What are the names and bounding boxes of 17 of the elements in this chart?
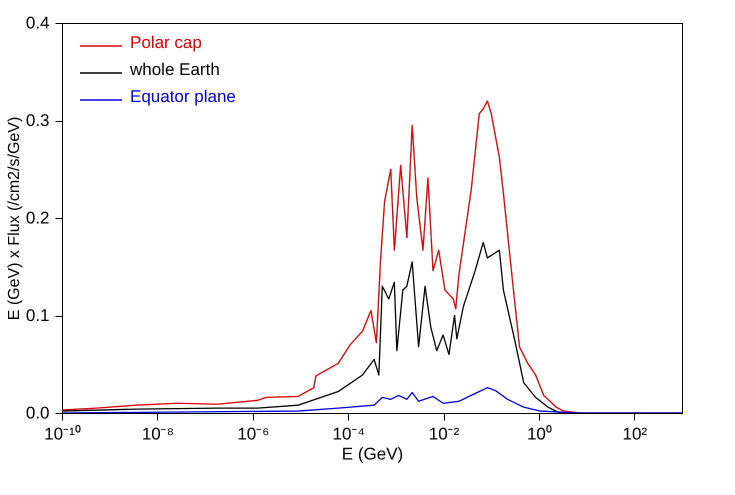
y-axis-title: E (GeV) x Flux (/cm2/s/GeV) (6, 116, 23, 320)
y-tick-label: 0.3 (26, 111, 50, 130)
x-tick-label: 10⁻⁸ (142, 424, 174, 444)
y-tick-label: 0.1 (26, 306, 50, 325)
x-tick-label: 10⁻¹⁰ (44, 424, 81, 444)
x-tick-label: 10² (622, 424, 648, 444)
x-tick-label: 10⁻⁶ (237, 424, 270, 444)
y-tick-label: 0.2 (26, 208, 50, 228)
legend-label: Equator plane (130, 87, 236, 106)
y-tick-label: 0.4 (26, 14, 50, 32)
x-tick-label: 10⁻⁴ (332, 424, 365, 444)
x-tick-label: 10⁻² (428, 424, 460, 444)
y-tick-label: 0.0 (26, 404, 50, 422)
x-tick-label: 10⁰ (526, 424, 552, 444)
legend-label: whole Earth (129, 60, 220, 79)
x-axis-title: E (GeV) (342, 444, 404, 464)
legend-label: Polar cap (130, 33, 202, 52)
